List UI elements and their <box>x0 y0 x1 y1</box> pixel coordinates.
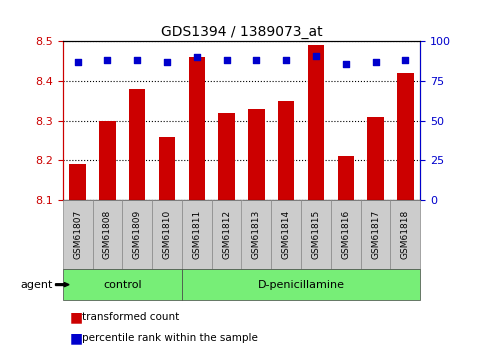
Bar <box>338 156 354 200</box>
Text: D-penicillamine: D-penicillamine <box>257 280 344 289</box>
Text: GSM61816: GSM61816 <box>341 210 350 259</box>
Point <box>193 55 201 60</box>
Bar <box>99 121 115 200</box>
Text: GSM61812: GSM61812 <box>222 210 231 259</box>
Bar <box>159 137 175 200</box>
Bar <box>308 45 324 200</box>
Text: ■: ■ <box>70 331 83 345</box>
Point <box>282 58 290 63</box>
Point <box>401 58 409 63</box>
Bar <box>278 101 294 200</box>
Point <box>163 59 171 65</box>
Point <box>312 53 320 58</box>
Point <box>342 61 350 66</box>
Point <box>104 58 112 63</box>
Point <box>133 58 141 63</box>
Bar <box>189 57 205 200</box>
Bar <box>218 113 235 200</box>
Text: GSM61808: GSM61808 <box>103 210 112 259</box>
Text: control: control <box>103 280 142 289</box>
Text: GSM61815: GSM61815 <box>312 210 320 259</box>
Text: GSM61814: GSM61814 <box>282 210 291 259</box>
Text: GSM61817: GSM61817 <box>371 210 380 259</box>
Bar <box>397 73 413 200</box>
Text: GSM61811: GSM61811 <box>192 210 201 259</box>
Bar <box>368 117 384 200</box>
Point <box>223 58 230 63</box>
Text: transformed count: transformed count <box>82 313 179 322</box>
Text: percentile rank within the sample: percentile rank within the sample <box>82 333 258 343</box>
Text: GSM61807: GSM61807 <box>73 210 82 259</box>
Text: GSM61818: GSM61818 <box>401 210 410 259</box>
Text: GSM61813: GSM61813 <box>252 210 261 259</box>
Point <box>74 59 82 65</box>
Bar <box>129 89 145 200</box>
Text: GSM61809: GSM61809 <box>133 210 142 259</box>
Point <box>372 59 380 65</box>
Title: GDS1394 / 1389073_at: GDS1394 / 1389073_at <box>161 25 322 39</box>
Bar <box>70 164 86 200</box>
Point <box>253 58 260 63</box>
Text: agent: agent <box>21 280 53 289</box>
Text: GSM61810: GSM61810 <box>163 210 171 259</box>
Text: ■: ■ <box>70 310 83 324</box>
Bar <box>248 109 265 200</box>
